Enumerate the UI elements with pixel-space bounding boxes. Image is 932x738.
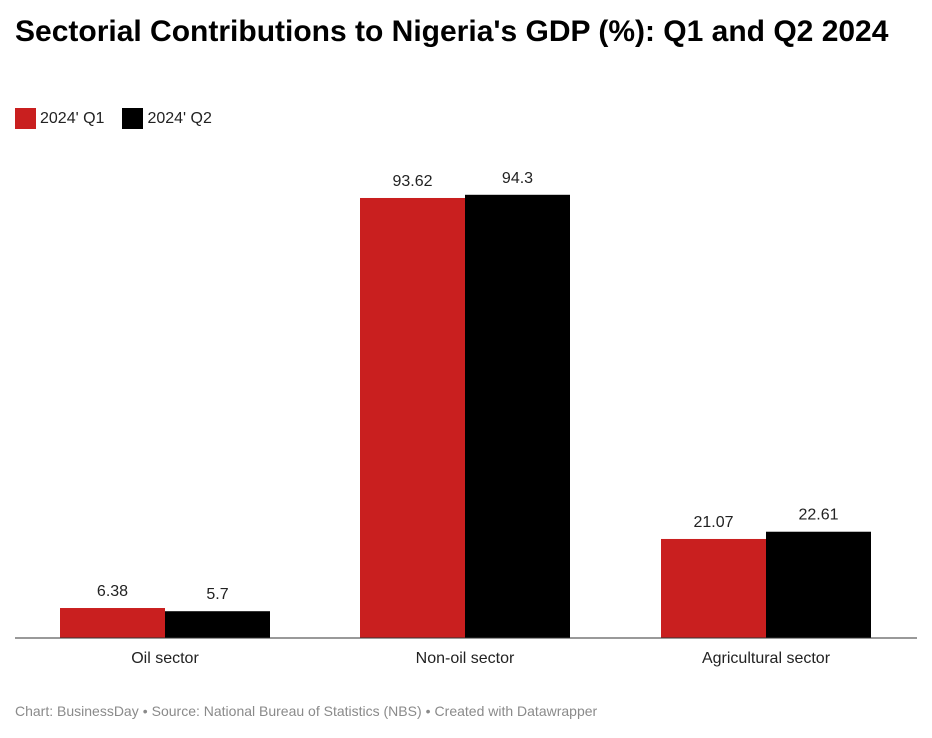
legend-label-q2: 2024' Q2 bbox=[147, 109, 212, 127]
legend: 2024' Q1 2024' Q2 bbox=[15, 108, 212, 129]
value-label-oil-sector-q1: 6.38 bbox=[97, 583, 128, 600]
legend-label-q1: 2024' Q1 bbox=[40, 109, 105, 127]
value-label-oil-sector-q2: 5.7 bbox=[206, 586, 228, 603]
bar-oil-sector-q1 bbox=[60, 608, 165, 638]
footer-created-with: Created with Datawrapper bbox=[434, 703, 598, 719]
bar-chart: 6.38 5.7 93.62 94.3 21.07 22.61 Oil sector Non… bbox=[15, 170, 917, 667]
value-labels-group: 6.38 5.7 93.62 94.3 21.07 22.61 bbox=[97, 170, 839, 603]
value-label-agricultural-sector-q2: 22.61 bbox=[798, 507, 838, 524]
chart-footer: Chart: BusinessDay • Source: National Bure… bbox=[15, 703, 597, 719]
legend-swatch-q1 bbox=[15, 108, 36, 129]
value-label-agricultural-sector-q1: 21.07 bbox=[693, 514, 733, 531]
chart-title: Sectorial Contributions to Nigeria's GDP… bbox=[15, 15, 889, 48]
category-label-non-oil-sector: Non-oil sector bbox=[416, 650, 515, 667]
category-label-oil-sector: Oil sector bbox=[131, 650, 199, 667]
bar-non-oil-sector-q2 bbox=[465, 194, 570, 638]
value-label-non-oil-sector-q1: 93.62 bbox=[392, 173, 432, 190]
bars-group bbox=[60, 194, 871, 638]
bar-oil-sector-q2 bbox=[165, 611, 270, 638]
category-label-agricultural-sector: Agricultural sector bbox=[702, 650, 831, 667]
legend-swatch-q2 bbox=[122, 108, 144, 129]
bar-agricultural-sector-q2 bbox=[766, 531, 871, 638]
legend-item-q1: 2024' Q1 bbox=[15, 108, 104, 129]
category-labels-group: Oil sector Non-oil sector Agricultural sec… bbox=[131, 650, 830, 667]
bar-agricultural-sector-q1 bbox=[661, 538, 766, 638]
value-label-non-oil-sector-q2: 94.3 bbox=[502, 170, 533, 187]
footer-source: Source: National Bureau of Statistics (N… bbox=[151, 703, 422, 719]
legend-item-q2: 2024' Q2 bbox=[122, 108, 212, 129]
footer-separator-2: • bbox=[425, 703, 431, 719]
footer-separator-1: • bbox=[142, 703, 148, 719]
bar-non-oil-sector-q1 bbox=[360, 197, 465, 638]
footer-chart-credit: Chart: BusinessDay bbox=[15, 703, 139, 719]
